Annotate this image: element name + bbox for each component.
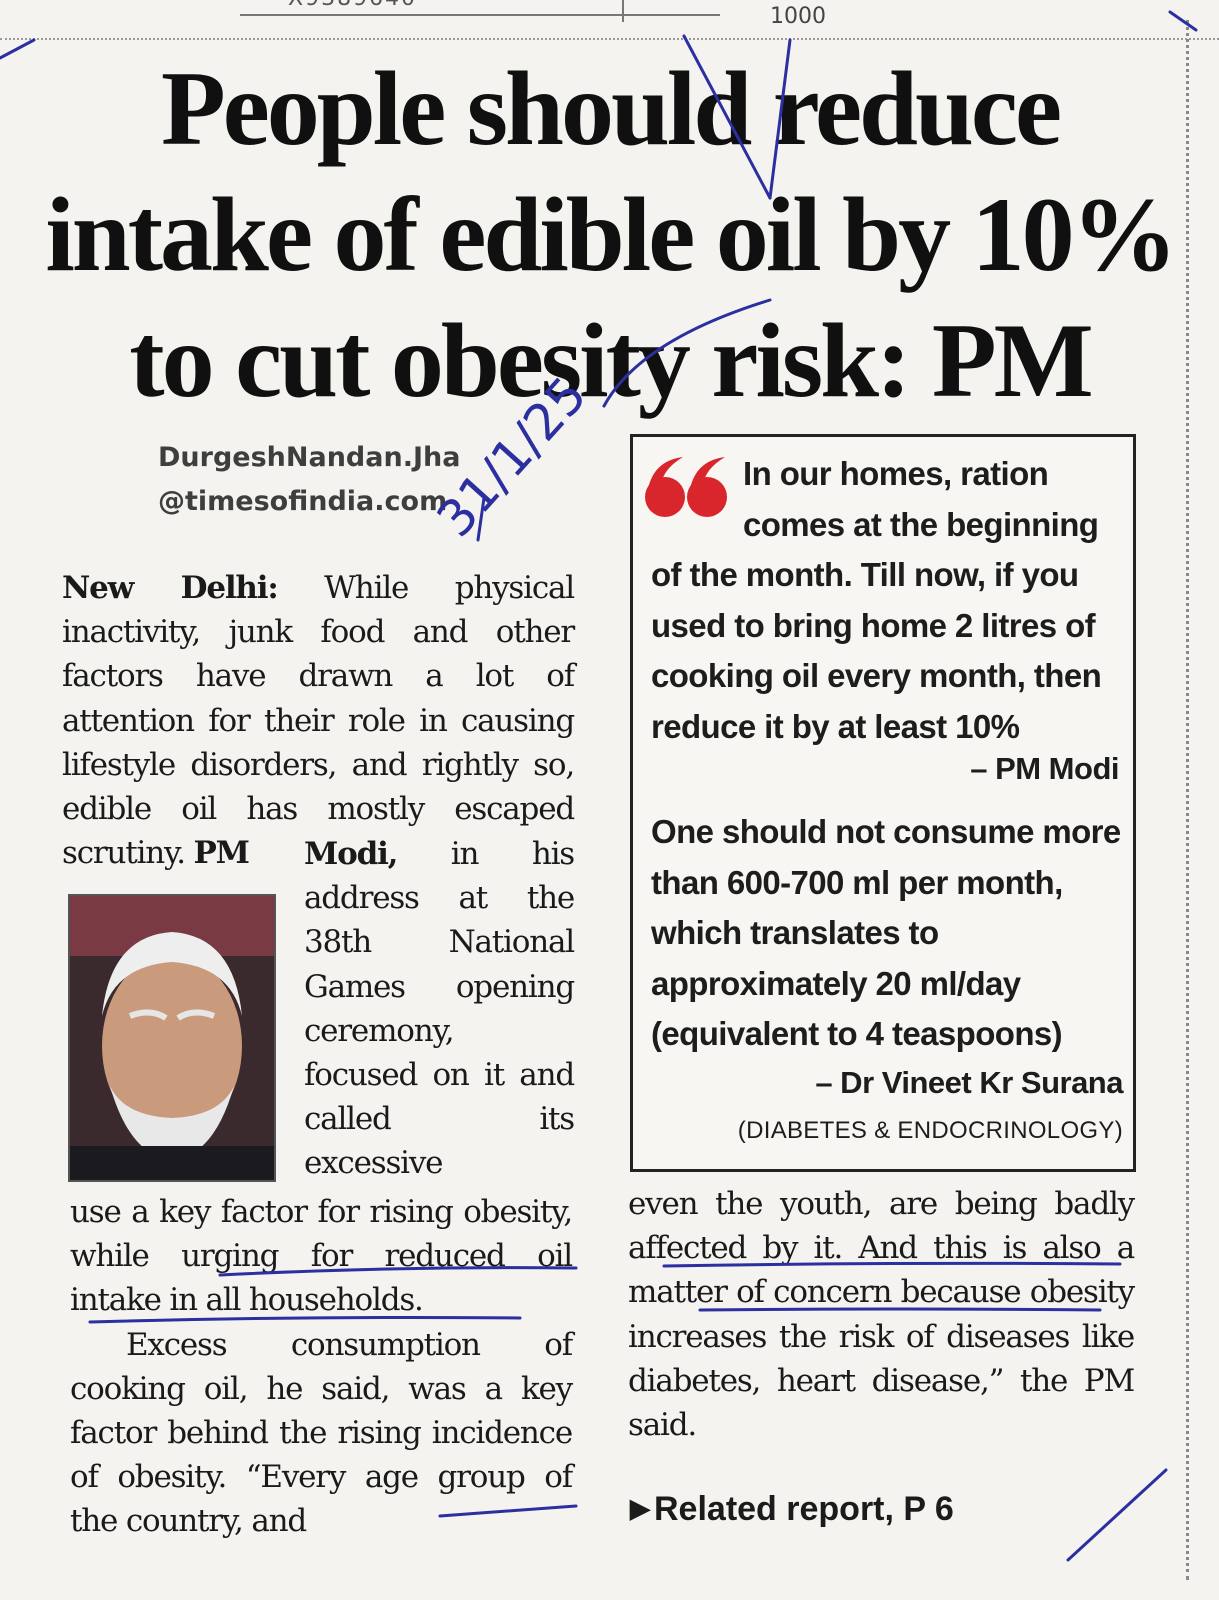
related-report-label: Related report, P 6 xyxy=(654,1490,954,1528)
masthead-number: 1000 xyxy=(770,4,826,29)
headline-line-3: to cut obesity risk: PM xyxy=(129,302,1093,419)
headline-line-1: People should reduce xyxy=(161,50,1062,167)
ink-date-stroke xyxy=(476,496,486,542)
dateline: New Delhi: xyxy=(62,570,279,606)
article-column-left-wrap: Modi, in his address at the 38th Nationa… xyxy=(304,832,575,1186)
quote-mark-icon xyxy=(645,457,727,517)
quote-pm: In our homes, ration comes at the beginn… xyxy=(651,449,1121,752)
masthead-code: X9389640 xyxy=(288,0,417,11)
article-column-right: even the youth, are being badly affected… xyxy=(628,1182,1135,1447)
article-pm: PM xyxy=(193,835,250,872)
article-modi: Modi, xyxy=(304,836,398,872)
article-right-text: even the youth, are being badly affected… xyxy=(628,1186,1135,1444)
clipping-top-edge: X9389640 1000 xyxy=(0,0,1219,40)
quote-doctor-department: (DIABETES & ENDOCRINOLOGY) xyxy=(737,1117,1123,1144)
article-column-left-top: New Delhi: While physical inactivity, ju… xyxy=(62,566,575,875)
quote-pm-attribution: – PM Modi xyxy=(970,751,1119,786)
article-intro: While physical inactivity, junk food and… xyxy=(62,570,575,872)
quote-pm-text: In our homes, ration comes at the beginn… xyxy=(651,455,1102,745)
byline-email: @timesofindia.com xyxy=(158,486,448,517)
top-rule xyxy=(240,14,720,16)
pm-photo xyxy=(68,894,276,1182)
article-paragraph-1: use a key factor for rising obesity, whi… xyxy=(70,1194,573,1319)
quote-mark-space xyxy=(651,449,743,539)
quote-box: In our homes, ration comes at the beginn… xyxy=(630,434,1136,1172)
byline: DurgeshNandan.Jha @timesofindia.com xyxy=(158,436,460,524)
play-arrow-icon: ▶ xyxy=(630,1493,650,1523)
quote-doctor-attribution: – Dr Vineet Kr Surana xyxy=(815,1065,1123,1100)
byline-author: DurgeshNandan.Jha xyxy=(158,442,461,473)
headline-line-2: intake of edible oil by 10% xyxy=(45,176,1177,293)
cut-line-dots xyxy=(1186,20,1189,1580)
article-column-left-bottom: use a key factor for rising obesity, whi… xyxy=(70,1190,573,1544)
top-tick xyxy=(622,0,624,22)
headline: People should reduce intake of edible oi… xyxy=(40,46,1180,424)
article-paragraph-2: Excess consumption of cooking oil, he sa… xyxy=(70,1326,573,1540)
article-wrap-text: in his address at the 38th National Game… xyxy=(304,836,575,1182)
ink-check-mark xyxy=(1066,1468,1168,1562)
ink-corner-mark-left xyxy=(0,38,36,60)
related-report-link[interactable]: ▶ Related report, P 6 xyxy=(630,1490,954,1529)
quote-doctor: One should not consume more than 600-700… xyxy=(651,813,1121,1052)
